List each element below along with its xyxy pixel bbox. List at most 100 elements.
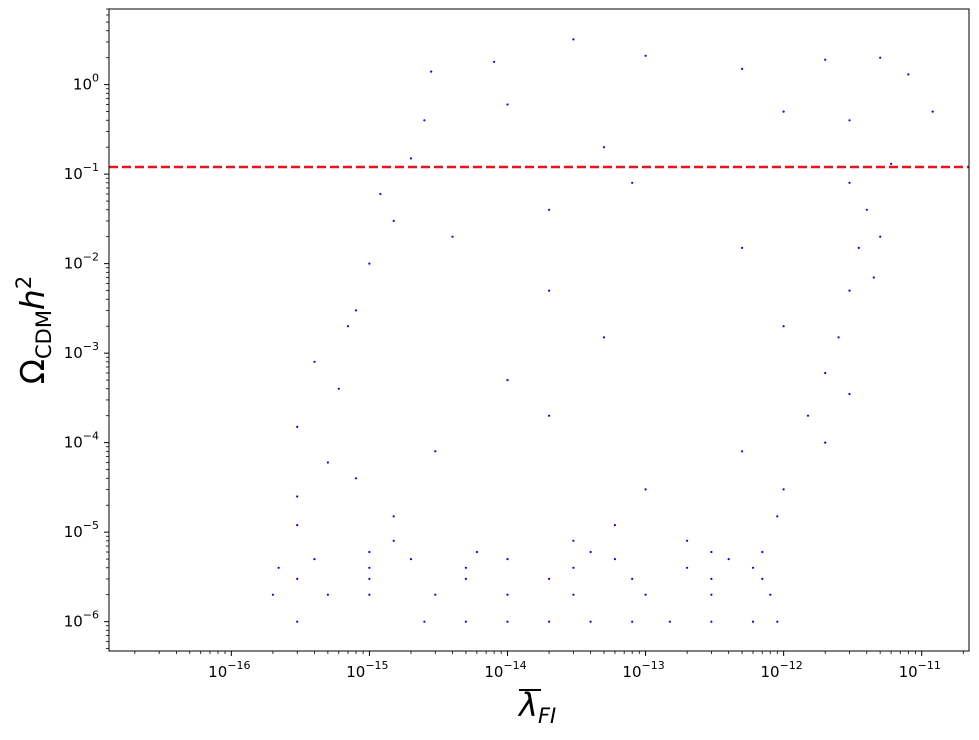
data-point [354, 309, 358, 312]
data-point [296, 620, 299, 623]
data-point [379, 192, 382, 196]
scatter-points [271, 38, 934, 623]
data-point [430, 70, 433, 73]
data-point [644, 488, 647, 491]
data-point [782, 488, 785, 491]
y-axis-title: ΩCDMh2 [12, 276, 56, 384]
data-point [572, 38, 575, 41]
y-tick-label: 10−1 [64, 161, 99, 183]
data-point [879, 235, 882, 238]
data-point [368, 550, 371, 554]
x-axis-title-subscript: FI [538, 704, 556, 728]
y-tick-label: 10−6 [64, 609, 99, 631]
data-point [727, 558, 730, 561]
data-point [572, 566, 575, 569]
data-point [392, 515, 395, 518]
data-point [506, 593, 509, 596]
data-point [857, 246, 860, 249]
data-point [475, 550, 478, 554]
data-point [710, 550, 713, 554]
data-point [848, 289, 851, 292]
data-point [890, 162, 893, 165]
y-tick-label: 10−5 [64, 519, 99, 541]
y-axis-title-symbol: Ω [13, 359, 52, 384]
data-point [686, 539, 689, 542]
data-point [824, 441, 827, 444]
data-point [589, 620, 592, 623]
data-point [865, 208, 868, 211]
data-point [313, 558, 316, 561]
data-point [548, 414, 551, 417]
y-axis-title-superscript: 2 [12, 276, 36, 289]
data-point [368, 593, 371, 596]
data-point [837, 336, 840, 339]
x-axis: 10−16 10−15 10−14 10−13 10−12 10−11 [134, 651, 964, 681]
data-point [613, 524, 617, 527]
data-point [602, 146, 606, 149]
data-point [326, 461, 329, 464]
data-point [824, 371, 827, 375]
data-point [409, 558, 413, 561]
data-point [506, 103, 509, 106]
data-point [572, 539, 575, 542]
data-point [506, 558, 509, 561]
data-point [346, 325, 350, 328]
data-point [296, 524, 299, 527]
data-point [464, 577, 467, 581]
data-point [548, 577, 551, 581]
data-point [271, 593, 274, 596]
y-tick-label: 10−3 [64, 340, 99, 362]
data-point [879, 56, 882, 59]
data-point [782, 110, 785, 113]
data-point [848, 119, 851, 122]
data-point [368, 577, 371, 581]
svg-text:λFI: λFI [517, 686, 556, 728]
data-point [368, 566, 371, 569]
data-point [644, 593, 647, 596]
data-point [668, 620, 672, 623]
x-tick-label: 10−11 [899, 659, 941, 681]
data-point [548, 208, 551, 211]
data-point [710, 620, 713, 623]
data-point [464, 620, 467, 623]
data-point [631, 577, 634, 581]
x-tick-label: 10−13 [622, 659, 664, 681]
x-axis-title-symbol: λ [517, 686, 538, 724]
data-point [710, 593, 713, 596]
data-point [354, 477, 358, 480]
data-point [296, 425, 299, 428]
data-point [751, 620, 755, 623]
x-tick-label: 10−16 [208, 659, 250, 681]
data-point [782, 325, 785, 328]
data-point [776, 620, 779, 623]
data-point [423, 620, 426, 623]
data-point [741, 246, 744, 249]
data-point [761, 577, 764, 581]
data-point [506, 620, 509, 623]
x-tick-label: 10−12 [760, 659, 802, 681]
data-point [613, 558, 617, 561]
data-point [548, 620, 551, 623]
data-point [423, 119, 426, 122]
data-point [848, 181, 851, 184]
x-tick-label: 10−14 [484, 659, 526, 681]
data-point [434, 450, 437, 453]
data-point [644, 54, 647, 57]
data-point [710, 577, 713, 581]
data-point [368, 262, 371, 265]
data-point [464, 566, 467, 569]
data-point [572, 593, 575, 596]
data-point [931, 110, 934, 113]
data-point [631, 181, 634, 184]
data-point [506, 379, 509, 382]
data-point [277, 566, 280, 569]
data-point [326, 593, 329, 596]
data-point [776, 515, 779, 518]
y-axis: 10−6 10−5 10−4 10−3 10−2 10−1 100 [64, 8, 109, 649]
data-point [741, 450, 744, 453]
y-tick-label: 100 [73, 72, 99, 94]
data-point [434, 593, 437, 596]
data-point [589, 550, 592, 554]
data-point [824, 58, 827, 61]
